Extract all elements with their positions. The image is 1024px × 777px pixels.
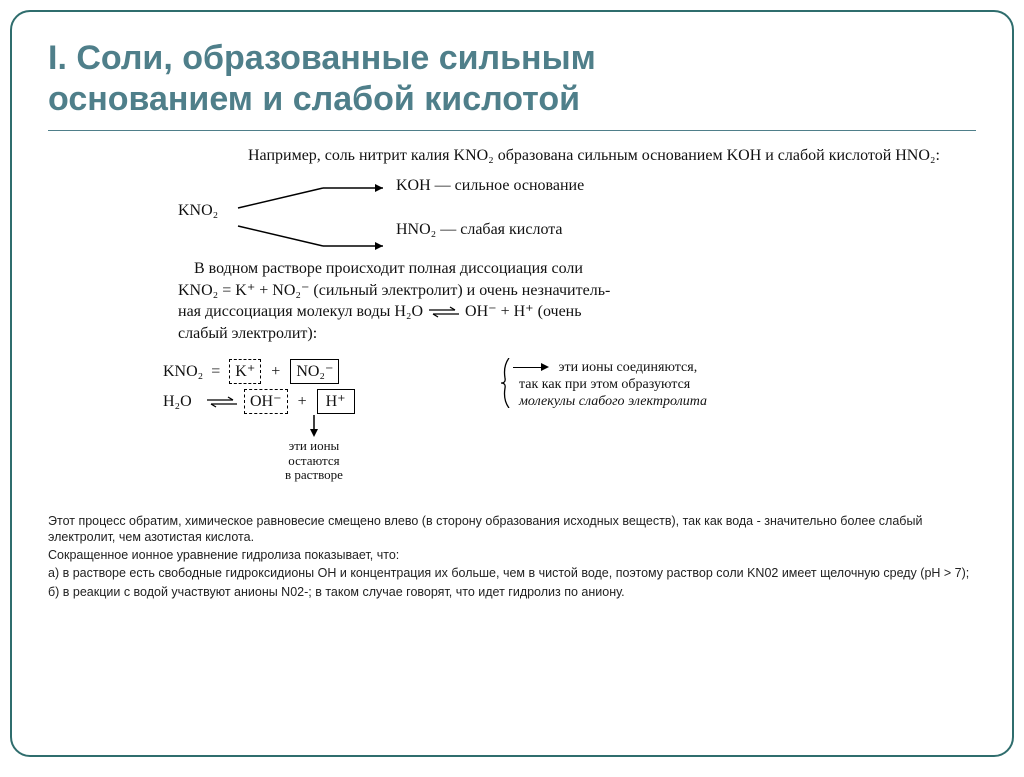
note-p4: б) в реакции с водой участвуют анионы N0… [48, 584, 976, 600]
note-p2: Сокращенное ионное уравнение гидролиза п… [48, 547, 976, 563]
decomposition-diagram: KNO₂ KOH — сильное основание HNO₂ — слаб… [178, 172, 976, 250]
ion-scheme: KNO₂ = K⁺ + NO₂⁻ H₂O OH⁻ + H⁺ [163, 355, 976, 505]
title-line-1: I. Соли, образованные сильным [48, 39, 596, 77]
under-note: эти ионы остаются в растворе [285, 415, 343, 484]
title-line-2: основанием и слабой кислотой [48, 80, 580, 118]
plus-1: + [266, 363, 285, 381]
right-brace-icon [501, 358, 511, 408]
box-no2-ion: NO₂⁻ [290, 359, 339, 384]
dissoc-line-3a: ная диссоциация молекул воды H₂O [178, 303, 423, 320]
brace-right-note: эти ионы соединяются, так как при этом о… [513, 360, 707, 411]
equilibrium-arrow-scheme [205, 393, 243, 410]
plus-2: + [293, 393, 312, 411]
equilibrium-arrow-inline [427, 303, 465, 320]
dissociation-paragraph: В водном растворе происходит полная дисс… [178, 258, 976, 344]
split-left-formula: KNO₂ [178, 202, 218, 220]
note-arrow-icon [513, 360, 549, 377]
branch-top-label: KOH — сильное основание [396, 177, 584, 195]
brace-note-l1: эти ионы соединяются, [559, 360, 698, 375]
branch-bottom-label: HNO₂ — слабая кислота [396, 221, 563, 239]
cell-kno2: KNO₂ [163, 363, 203, 381]
brace-note-l2: так как при этом образуются [519, 377, 690, 392]
intro-paragraph: Например, соль нитрит калия KNO₂ образов… [218, 145, 976, 167]
under-l2: остаются [288, 453, 339, 468]
dissoc-line-2: KNO₂ = K⁺ + NO₂⁻ (сильный электролит) и … [178, 282, 610, 299]
slide-frame: I. Соли, образованные сильным основанием… [10, 10, 1014, 757]
box-k-ion: K⁺ [229, 359, 261, 384]
bottom-notes: Этот процесс обратим, химическое равнове… [48, 513, 976, 600]
under-l3: в растворе [285, 467, 343, 482]
down-arrow-icon [308, 415, 320, 437]
brace-note-l3: молекулы слабого электролита [519, 394, 707, 409]
box-h-ion: H⁺ [317, 389, 355, 414]
title-underline [48, 130, 976, 131]
under-l1: эти ионы [289, 438, 340, 453]
scheme-row-2: H₂O OH⁻ + H⁺ [163, 389, 356, 414]
arrow-upper [233, 180, 393, 210]
note-p1: Этот процесс обратим, химическое равнове… [48, 513, 976, 546]
arrow-lower [233, 224, 393, 254]
dissoc-line-4: слабый электролит): [178, 325, 317, 342]
slide-title: I. Соли, образованные сильным основанием… [48, 38, 976, 120]
dissoc-line-1: В водном растворе происходит полная дисс… [194, 260, 583, 277]
cell-h2o: H₂O [163, 393, 201, 411]
box-oh-ion: OH⁻ [244, 389, 288, 414]
note-p3: а) в растворе есть свободные гидроксидио… [48, 565, 976, 581]
eq-sign-1: = [207, 363, 224, 381]
dissoc-line-3b: OH⁻ + H⁺ (очень [465, 303, 582, 320]
scheme-row-1: KNO₂ = K⁺ + NO₂⁻ [163, 359, 340, 384]
content-area: Например, соль нитрит калия KNO₂ образов… [48, 145, 976, 600]
